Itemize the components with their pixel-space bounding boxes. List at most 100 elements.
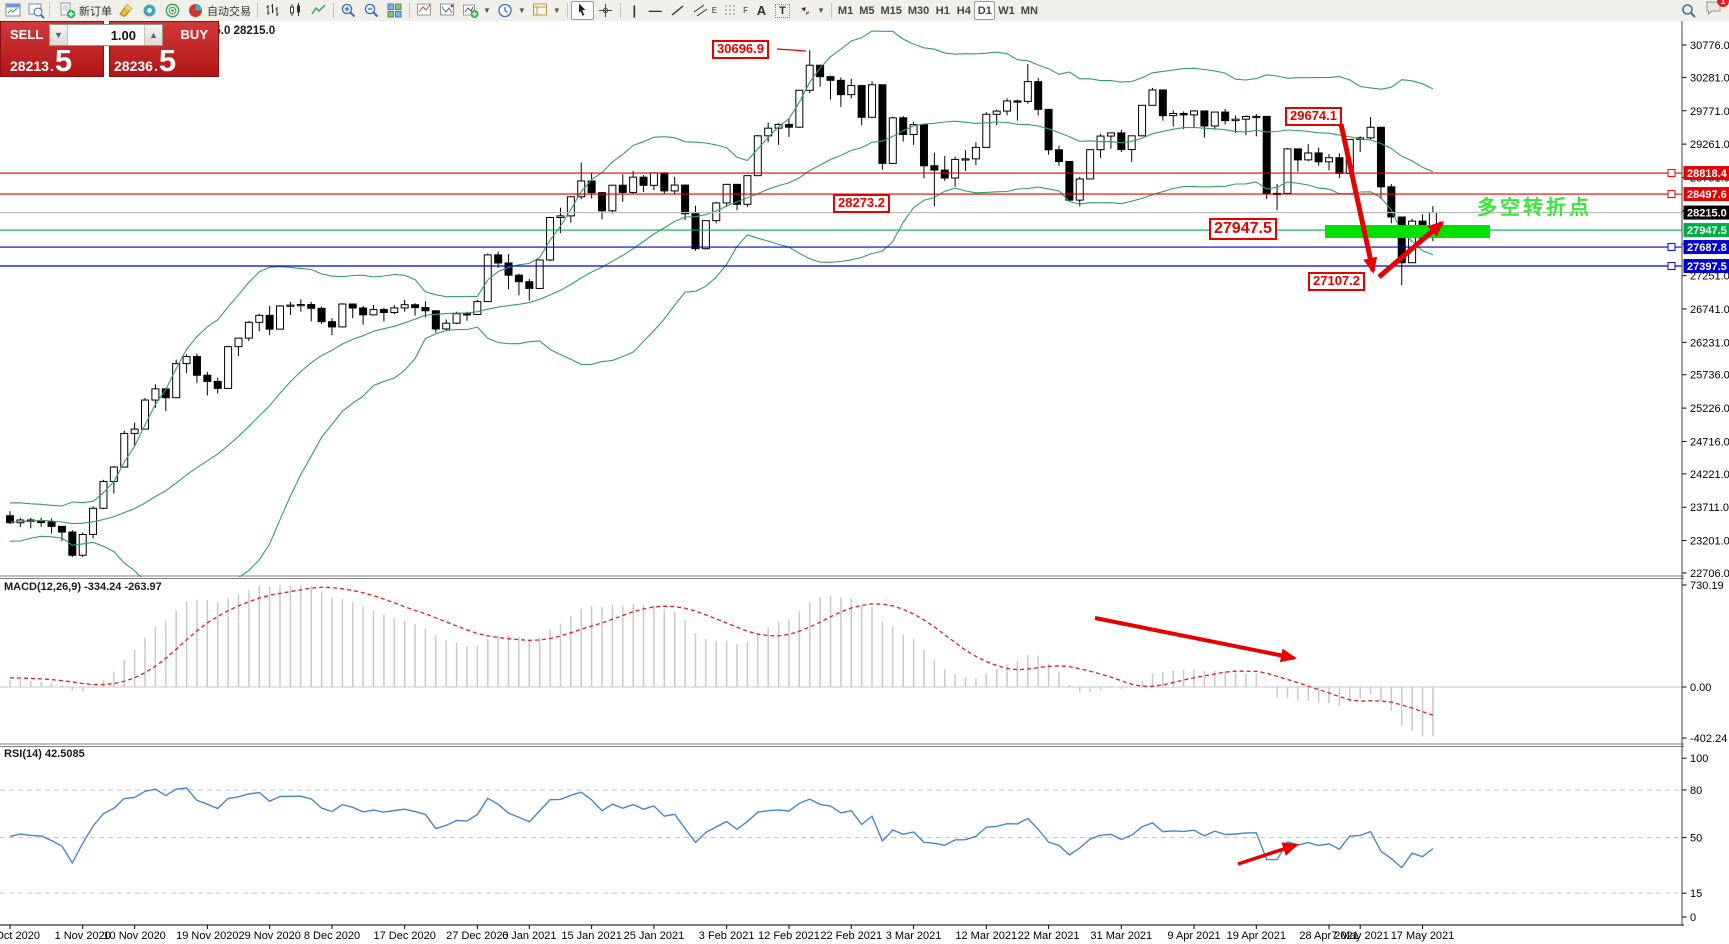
horizontal-line-button[interactable]: —: [648, 3, 662, 18]
styler-button[interactable]: [115, 1, 138, 20]
trendline-button[interactable]: [666, 1, 689, 20]
svg-text:22 Mar 2021: 22 Mar 2021: [1018, 930, 1080, 942]
data-window-button[interactable]: [138, 1, 161, 20]
svg-text:26741.0: 26741.0: [1690, 304, 1729, 316]
svg-text:80: 80: [1690, 785, 1702, 797]
templates-icon: [532, 3, 547, 16]
bars-chart-button[interactable]: [261, 1, 284, 20]
indicators-button[interactable]: [413, 1, 436, 20]
line-chart-button[interactable]: [307, 1, 330, 20]
svg-text:0.00: 0.00: [1690, 682, 1711, 694]
data-window-icon: [143, 4, 156, 17]
toolbar-separator: [619, 3, 621, 18]
svg-text:30281.0: 30281.0: [1690, 72, 1729, 84]
svg-text:27397.5: 27397.5: [1687, 261, 1727, 273]
zoom-out-button[interactable]: [360, 1, 383, 20]
svg-text:0: 0: [1690, 912, 1696, 924]
volume-input[interactable]: 1.00: [110, 28, 136, 43]
svg-text:730.19: 730.19: [1690, 580, 1724, 592]
svg-text:29 Nov 2020: 29 Nov 2020: [238, 930, 300, 942]
volume-control: ▼ 1.00 ▲: [49, 24, 163, 46]
dropdown-caret-icon: ▼: [517, 6, 526, 15]
cursor-button[interactable]: [570, 1, 594, 20]
autotrading-button[interactable]: 自动交易: [184, 1, 254, 20]
svg-text:3 Mar 2021: 3 Mar 2021: [886, 930, 942, 942]
text-label-letter: T: [775, 3, 790, 18]
price-annotation[interactable]: 28273.2: [833, 194, 890, 213]
strategy-navigator-button[interactable]: [161, 1, 184, 20]
fibonacci-button[interactable]: F: [720, 1, 751, 20]
svg-text:12 Feb 2021: 12 Feb 2021: [758, 930, 820, 942]
price-annotation[interactable]: 30696.9: [712, 40, 769, 59]
arrows-icon: [800, 7, 810, 15]
timeframe-button-w1[interactable]: W1: [998, 4, 1015, 17]
tile-windows-button[interactable]: [383, 1, 406, 20]
time-axis[interactable]: [0, 925, 1729, 944]
svg-text:28818.4: 28818.4: [1687, 168, 1728, 180]
objects-list-button[interactable]: [436, 1, 459, 20]
tile-windows-icon: [387, 3, 402, 18]
timeframe-button-h4[interactable]: H4: [956, 4, 971, 17]
fibonacci-letter: F: [743, 6, 748, 15]
svg-text:19 Nov 2020: 19 Nov 2020: [176, 930, 238, 942]
templates-button[interactable]: ▼: [529, 1, 564, 20]
svg-text:22 Feb 2021: 22 Feb 2021: [820, 930, 882, 942]
new-order-button[interactable]: 新订单: [56, 1, 115, 20]
new-order-label: 新订单: [79, 5, 112, 18]
pivot-point-annotation[interactable]: 多空转折点: [1477, 197, 1592, 219]
svg-text:9 Apr 2021: 9 Apr 2021: [1167, 930, 1220, 942]
candlestick-chart-button[interactable]: [284, 1, 307, 20]
price-annotation[interactable]: 27947.5: [1209, 218, 1277, 241]
svg-text:27251.0: 27251.0: [1690, 271, 1729, 283]
timeframe-button-d1[interactable]: D1: [974, 1, 996, 20]
crosshair-button[interactable]: [594, 1, 617, 20]
notifications-button[interactable]: 1: [1705, 0, 1729, 21]
svg-text:3 Feb 2021: 3 Feb 2021: [699, 930, 755, 942]
add-indicator-icon: [463, 4, 479, 18]
chart-window: 30776.030281.029771.029261.028751.028241…: [0, 21, 1729, 944]
autotrading-icon: [189, 4, 202, 17]
chart-canvas[interactable]: 30776.030281.029771.029261.028751.028241…: [0, 21, 1729, 944]
chart-preview-button[interactable]: [25, 1, 48, 20]
zoom-in-icon: [341, 3, 356, 18]
arrows-button[interactable]: ▼: [793, 1, 828, 20]
one-click-trading-panel: SELL 28213. 5 BUY 28236. 5 ▼ 1.00 ▲: [0, 21, 219, 77]
toolbar-separator: [830, 3, 832, 18]
timeframe-button-m30[interactable]: M30: [907, 4, 930, 17]
toolbar-separator: [409, 3, 410, 18]
timeframe-button-m1[interactable]: M1: [837, 4, 854, 17]
volume-decrease-button[interactable]: ▼: [50, 25, 68, 45]
new-chart-button[interactable]: [2, 1, 25, 20]
search-icon[interactable]: [1681, 3, 1697, 19]
svg-text:28 Apr 2021: 28 Apr 2021: [1299, 930, 1358, 942]
volume-increase-button[interactable]: ▲: [144, 25, 162, 45]
buy-label: BUY: [180, 27, 208, 42]
notification-badge: 1: [1717, 0, 1729, 7]
autotrading-label: 自动交易: [207, 5, 251, 18]
add-indicator-button[interactable]: ▼: [459, 1, 494, 20]
text-label-button[interactable]: T: [772, 1, 793, 20]
price-axis[interactable]: [1682, 21, 1729, 925]
timeframe-button-m5[interactable]: M5: [859, 4, 875, 17]
sell-label: SELL: [10, 27, 44, 42]
toolbar-separator: [566, 3, 568, 18]
svg-text:15 Jan 2021: 15 Jan 2021: [561, 930, 622, 942]
svg-text:29261.0: 29261.0: [1690, 139, 1729, 151]
svg-text:17 Dec 2020: 17 Dec 2020: [373, 930, 435, 942]
timeframe-button-h1[interactable]: H1: [935, 4, 950, 17]
zoom-in-button[interactable]: [337, 1, 360, 20]
vertical-line-button[interactable]: |: [632, 3, 637, 18]
price-annotation[interactable]: 27107.2: [1308, 272, 1365, 291]
equidistant-channel-button[interactable]: E: [689, 1, 720, 20]
channel-letter: E: [711, 6, 718, 15]
price-annotation[interactable]: 29674.1: [1285, 107, 1342, 126]
svg-text:50: 50: [1690, 833, 1702, 845]
text-button[interactable]: A: [756, 3, 767, 18]
timeframe-button-mn[interactable]: MN: [1020, 4, 1038, 17]
indicators-icon: [417, 3, 431, 16]
timeframe-button-m15[interactable]: M15: [880, 4, 902, 17]
periods-button[interactable]: ▼: [494, 1, 529, 20]
svg-text:8 Dec 2020: 8 Dec 2020: [304, 930, 360, 942]
svg-text:29771.0: 29771.0: [1690, 106, 1729, 118]
svg-text:12 Mar 2021: 12 Mar 2021: [955, 930, 1017, 942]
